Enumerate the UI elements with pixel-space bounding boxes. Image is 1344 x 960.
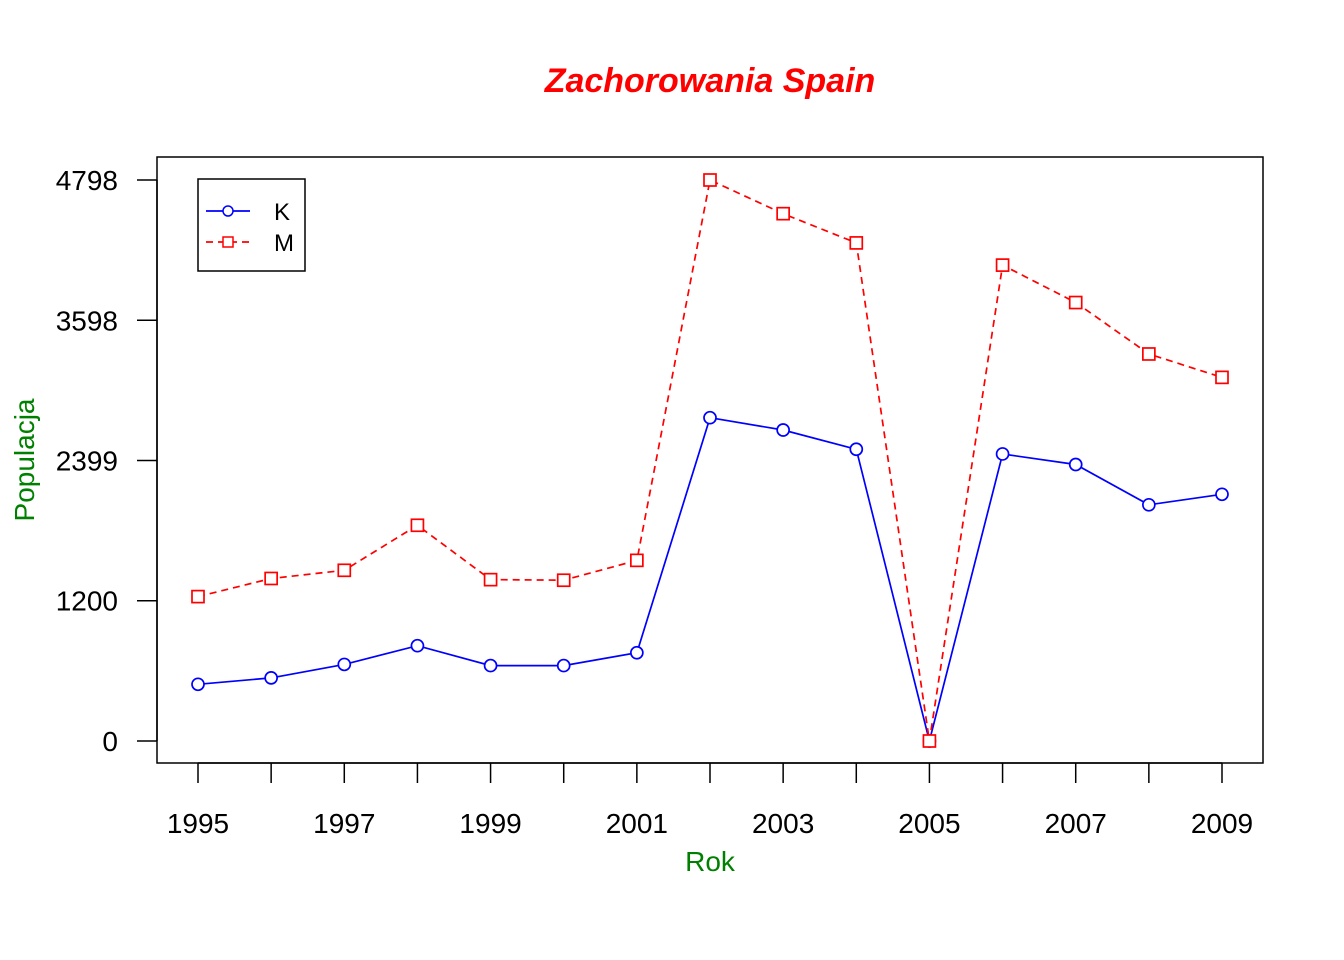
y-axis-title: Populacja xyxy=(9,398,40,521)
y-tick-label: 3598 xyxy=(56,305,118,336)
series-m-point xyxy=(191,589,205,604)
x-tick-label: 1999 xyxy=(459,808,521,839)
y-tick-label: 4798 xyxy=(56,165,118,196)
x-tick-label: 2001 xyxy=(606,808,668,839)
series-m-point xyxy=(849,236,864,250)
series-k-point xyxy=(995,447,1010,461)
y-tick-label: 1200 xyxy=(56,586,118,617)
series-k-point xyxy=(776,423,790,437)
series-k-point xyxy=(1068,457,1083,472)
y-tick-label: 0 xyxy=(102,726,118,757)
x-tick-label: 2007 xyxy=(1045,808,1107,839)
series-m-point xyxy=(922,734,937,748)
legend-k-label: K xyxy=(274,199,290,226)
x-axis-title: Rok xyxy=(685,846,736,877)
series-m-point xyxy=(703,173,717,187)
series-k-point xyxy=(191,677,205,692)
x-axis: 1995 1997 1999 2001 2003 2005 2007 2009 xyxy=(167,762,1253,839)
series-k-point xyxy=(410,638,425,653)
series-m-point xyxy=(776,206,790,221)
series-k-point xyxy=(337,657,352,672)
series-k-point xyxy=(556,658,571,673)
legend-m-marker xyxy=(222,236,234,248)
series-m-point xyxy=(264,571,278,586)
series-k-point xyxy=(849,442,864,457)
series-k-point xyxy=(483,658,498,673)
series-m-point xyxy=(556,573,571,588)
series-k-point xyxy=(1142,497,1156,512)
x-tick-label: 2005 xyxy=(898,808,960,839)
series-m-point xyxy=(337,563,352,578)
plot-frame xyxy=(156,156,1264,764)
legend: KM xyxy=(197,178,306,272)
series-m-point xyxy=(630,553,644,568)
x-tick-label: 2009 xyxy=(1191,808,1253,839)
chart-title: Zachorowania Spain xyxy=(544,62,876,100)
y-tick-label: 2399 xyxy=(56,446,118,477)
series-m-line xyxy=(197,178,1223,742)
series-m-point xyxy=(1215,370,1229,385)
series-m-point xyxy=(410,518,425,533)
series-k-point xyxy=(703,410,717,425)
series-layer xyxy=(191,173,1229,748)
series-m-point xyxy=(1142,347,1156,361)
x-tick-label: 2003 xyxy=(752,808,814,839)
legend-box xyxy=(197,178,306,272)
series-m-point xyxy=(1068,295,1083,310)
x-tick-label: 1995 xyxy=(167,808,229,839)
series-k-point xyxy=(630,645,644,660)
legend-m-label: M xyxy=(274,230,294,257)
x-tick-label: 1997 xyxy=(313,808,375,839)
series-k-line xyxy=(197,416,1223,742)
series-m-point xyxy=(483,572,498,587)
y-axis: 0 1200 2399 3598 4798 xyxy=(56,165,158,757)
legend-k-marker xyxy=(222,205,234,217)
series-k-point xyxy=(1215,487,1229,502)
series-k-point xyxy=(264,671,278,685)
series-m-point xyxy=(995,258,1010,272)
